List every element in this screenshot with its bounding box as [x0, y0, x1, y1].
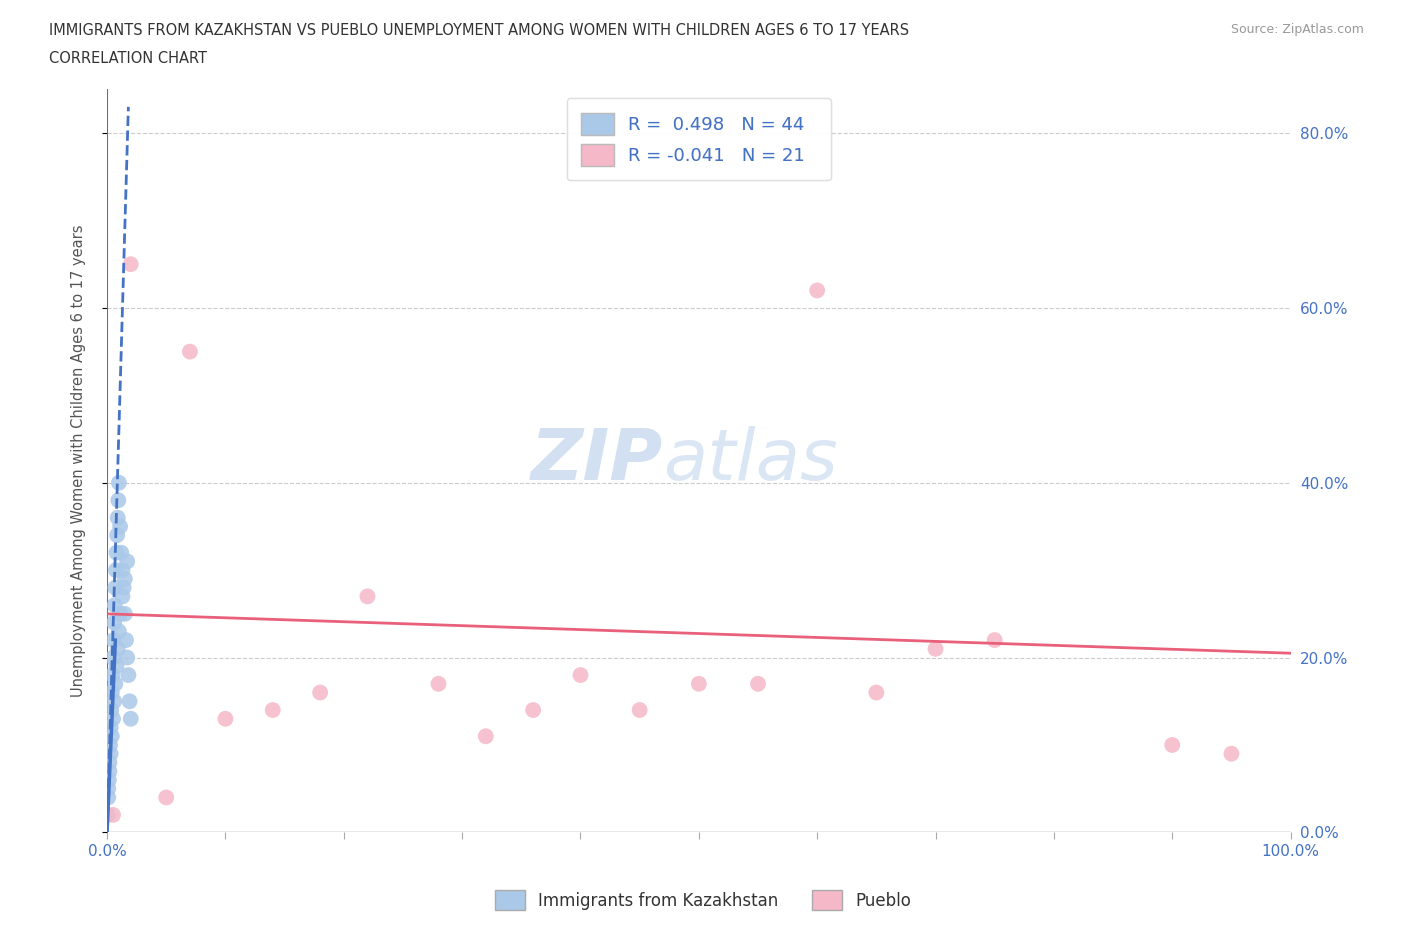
- Point: [628, 702, 651, 717]
- Text: ZIP: ZIP: [531, 426, 664, 496]
- Point: [1161, 737, 1184, 752]
- Point: [111, 563, 134, 578]
- Point: [97, 790, 120, 804]
- Point: [101, 711, 124, 726]
- Text: Source: ZipAtlas.com: Source: ZipAtlas.com: [1230, 23, 1364, 36]
- Point: [924, 642, 946, 657]
- Point: [108, 624, 131, 639]
- Point: [114, 606, 136, 621]
- Point: [104, 563, 127, 578]
- Point: [104, 598, 127, 613]
- Point: [105, 527, 128, 542]
- Point: [115, 554, 138, 569]
- Point: [356, 589, 378, 604]
- Point: [104, 676, 127, 691]
- Point: [522, 702, 544, 717]
- Point: [98, 755, 121, 770]
- Point: [115, 632, 138, 647]
- Point: [103, 632, 125, 647]
- Point: [108, 475, 131, 490]
- Point: [101, 807, 124, 822]
- Point: [747, 676, 769, 691]
- Point: [983, 632, 1005, 647]
- Point: [112, 580, 135, 595]
- Point: [475, 729, 498, 744]
- Point: [688, 676, 710, 691]
- Point: [105, 545, 128, 560]
- Point: [108, 606, 131, 621]
- Point: [103, 615, 125, 630]
- Point: [98, 737, 121, 752]
- Point: [101, 650, 124, 665]
- Point: [262, 702, 284, 717]
- Point: [101, 668, 124, 683]
- Point: [427, 676, 450, 691]
- Legend: Immigrants from Kazakhstan, Pueblo: Immigrants from Kazakhstan, Pueblo: [488, 884, 918, 917]
- Point: [179, 344, 201, 359]
- Point: [865, 685, 887, 700]
- Point: [108, 519, 131, 534]
- Point: [107, 642, 129, 657]
- Text: atlas: atlas: [664, 426, 838, 496]
- Point: [100, 702, 122, 717]
- Point: [806, 283, 828, 298]
- Point: [98, 764, 121, 778]
- Point: [120, 711, 142, 726]
- Point: [101, 729, 124, 744]
- Text: IMMIGRANTS FROM KAZAKHSTAN VS PUEBLO UNEMPLOYMENT AMONG WOMEN WITH CHILDREN AGES: IMMIGRANTS FROM KAZAKHSTAN VS PUEBLO UNE…: [49, 23, 910, 38]
- Point: [107, 511, 129, 525]
- Point: [100, 746, 122, 761]
- Point: [97, 773, 120, 788]
- Point: [101, 685, 124, 700]
- Point: [309, 685, 332, 700]
- Point: [97, 781, 120, 796]
- Point: [117, 668, 139, 683]
- Text: CORRELATION CHART: CORRELATION CHART: [49, 51, 207, 66]
- Point: [103, 694, 125, 709]
- Point: [569, 668, 592, 683]
- Point: [114, 571, 136, 586]
- Point: [111, 589, 134, 604]
- Point: [120, 257, 142, 272]
- Point: [115, 650, 138, 665]
- Point: [155, 790, 177, 804]
- Y-axis label: Unemployment Among Women with Children Ages 6 to 17 years: Unemployment Among Women with Children A…: [72, 225, 86, 698]
- Point: [104, 580, 127, 595]
- Point: [214, 711, 236, 726]
- Point: [97, 807, 120, 822]
- Point: [1220, 746, 1243, 761]
- Point: [107, 493, 129, 508]
- Point: [118, 694, 141, 709]
- Legend: R =  0.498   N = 44, R = -0.041   N = 21  : R = 0.498 N = 44, R = -0.041 N = 21: [567, 99, 831, 180]
- Point: [100, 720, 122, 735]
- Point: [105, 658, 128, 673]
- Point: [110, 545, 132, 560]
